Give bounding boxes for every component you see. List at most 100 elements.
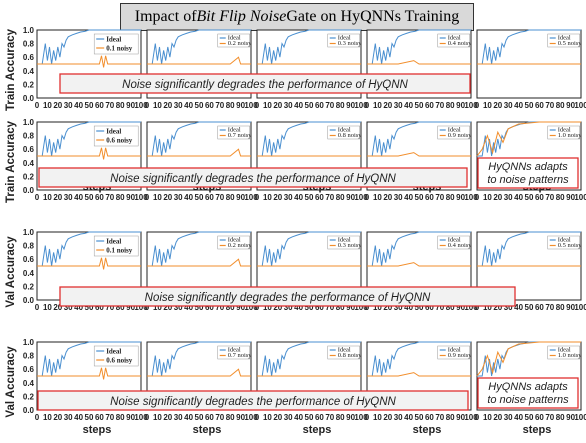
- x-tick-label: 90: [236, 303, 245, 312]
- x-tick-label: 10: [263, 413, 272, 422]
- x-tick-label: 40: [514, 303, 523, 312]
- x-tick-label: 20: [53, 303, 62, 312]
- callout-text: Noise significantly degrades the perform…: [110, 396, 396, 408]
- noisy-line: [37, 257, 141, 270]
- x-tick-label: 10: [483, 101, 492, 110]
- x-tick-label: 70: [325, 101, 334, 110]
- ideal-line: [147, 121, 251, 157]
- callout-text: Noise significantly degrades the perform…: [145, 292, 431, 304]
- x-tick-label: 60: [205, 193, 214, 202]
- x-tick-label: 10: [483, 303, 492, 312]
- x-tick-label: 90: [346, 193, 355, 202]
- ideal-line: [37, 29, 141, 65]
- x-tick-label: 40: [184, 413, 193, 422]
- x-tick-label: 80: [226, 193, 235, 202]
- legend-ideal-label: Ideal: [228, 127, 241, 134]
- x-tick-label: 70: [105, 303, 114, 312]
- ideal-line: [147, 29, 251, 65]
- x-tick-label: 100: [574, 101, 586, 110]
- x-tick-label: 80: [446, 303, 455, 312]
- legend-ideal-label: Ideal: [448, 237, 461, 244]
- legend-ideal-label: Ideal: [338, 35, 351, 42]
- x-tick-label: 30: [394, 101, 403, 110]
- legend-noisy-label: 0.4 noisy: [448, 40, 473, 47]
- x-tick-label: 30: [394, 303, 403, 312]
- x-tick-label: 50: [85, 303, 94, 312]
- y-tick-label: 0.4: [23, 67, 35, 76]
- x-tick-label: 40: [514, 413, 523, 422]
- x-tick-label: 60: [425, 101, 434, 110]
- x-tick-label: 0: [365, 413, 370, 422]
- ideal-line: [367, 231, 471, 267]
- y-tick-label: 0.0: [23, 94, 35, 103]
- x-tick-label: 20: [383, 193, 392, 202]
- x-tick-label: 50: [195, 413, 204, 422]
- x-tick-label: 50: [525, 303, 534, 312]
- y-tick-label: 0.2: [23, 80, 35, 89]
- legend-box: [93, 235, 139, 257]
- legend-noisy-label: 0.1 noisy: [106, 247, 133, 255]
- x-tick-label: 0: [145, 413, 150, 422]
- x-tick-label: 70: [215, 193, 224, 202]
- x-tick-label: 0: [145, 193, 150, 202]
- x-tick-label: 60: [95, 193, 104, 202]
- x-tick-label: 60: [95, 303, 104, 312]
- x-tick-label: 50: [305, 101, 314, 110]
- x-tick-label: 20: [163, 101, 172, 110]
- x-tick-label: 100: [354, 193, 368, 202]
- x-tick-label: 80: [556, 413, 565, 422]
- x-tick-label: 70: [545, 101, 554, 110]
- x-tick-label: 70: [105, 193, 114, 202]
- x-tick-label: 70: [325, 413, 334, 422]
- noisy-line: [37, 147, 141, 160]
- noisy-line: [367, 372, 471, 377]
- x-tick-label: 80: [226, 101, 235, 110]
- x-tick-label: 0: [365, 101, 370, 110]
- x-tick-label: 20: [273, 193, 282, 202]
- x-tick-label: 20: [493, 193, 502, 202]
- x-tick-label: 90: [456, 193, 465, 202]
- x-tick-label: 50: [415, 413, 424, 422]
- x-tick-label: 70: [435, 193, 444, 202]
- noisy-line: [367, 60, 471, 65]
- legend-noisy-label: 0.3 noisy: [338, 242, 363, 249]
- y-tick-label: 0.2: [23, 392, 35, 401]
- x-tick-label: 80: [446, 413, 455, 422]
- x-tick-label: 40: [404, 101, 413, 110]
- x-tick-label: 60: [535, 193, 544, 202]
- x-tick-label: 80: [336, 101, 345, 110]
- x-axis-label: steps: [83, 424, 112, 436]
- legend-ideal-label: Ideal: [338, 347, 351, 354]
- y-tick-label: 1.0: [23, 338, 35, 347]
- x-tick-label: 60: [535, 303, 544, 312]
- x-tick-label: 100: [574, 303, 586, 312]
- legend-box: [93, 345, 139, 367]
- x-axis-label: steps: [413, 424, 442, 436]
- x-tick-label: 20: [493, 101, 502, 110]
- legend-noisy-label: 0.5 noisy: [558, 242, 583, 249]
- legend-noisy-label: 0.5 noisy: [558, 40, 583, 47]
- x-tick-label: 90: [126, 101, 135, 110]
- ideal-line: [257, 29, 361, 65]
- noisy-line: [476, 121, 581, 157]
- x-tick-label: 30: [284, 303, 293, 312]
- x-tick-label: 30: [394, 193, 403, 202]
- legend-ideal-label: Ideal: [448, 347, 461, 354]
- noisy-line: [37, 55, 141, 68]
- legend-noisy-label: 0.9 noisy: [448, 132, 473, 139]
- x-tick-label: 70: [545, 193, 554, 202]
- x-tick-label: 30: [504, 101, 513, 110]
- x-tick-label: 60: [315, 101, 324, 110]
- y-tick-label: 0.6: [23, 145, 35, 154]
- x-tick-label: 40: [294, 303, 303, 312]
- legend-ideal-label: Ideal: [558, 127, 571, 134]
- x-tick-label: 30: [64, 193, 73, 202]
- x-tick-label: 30: [284, 193, 293, 202]
- x-tick-label: 30: [284, 101, 293, 110]
- legend-noisy-label: 0.2 noisy: [228, 40, 253, 47]
- y-tick-label: 0.4: [23, 159, 35, 168]
- x-tick-label: 80: [116, 101, 125, 110]
- x-tick-label: 60: [95, 413, 104, 422]
- x-tick-label: 60: [205, 101, 214, 110]
- x-tick-label: 70: [435, 303, 444, 312]
